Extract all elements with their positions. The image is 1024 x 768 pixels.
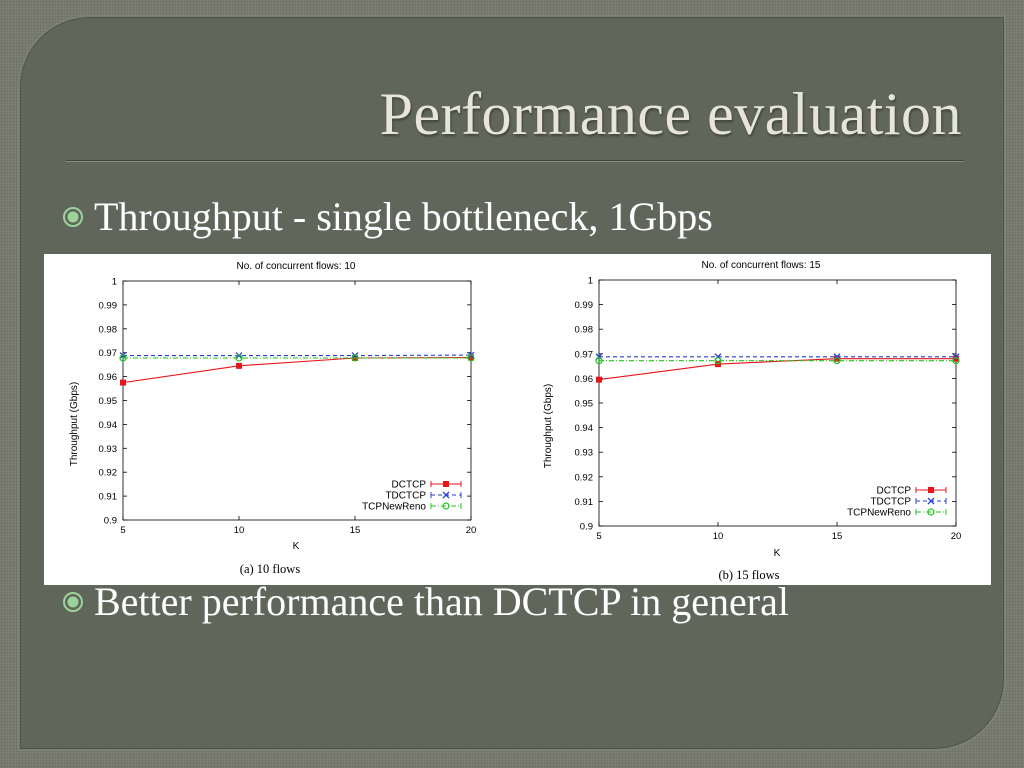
legend-label: TCPNewReno (847, 508, 911, 519)
x-tick-label: 10 (234, 525, 245, 536)
slide-title: Performance evaluation (379, 81, 962, 147)
legend-label: DCTCP (392, 480, 427, 491)
chart-title: No. of concurrent flows: 10 (237, 261, 356, 272)
data-point (834, 355, 840, 362)
data-point (120, 379, 126, 386)
y-tick-label: 0.99 (99, 300, 118, 311)
y-tick-label: 0.98 (575, 325, 594, 336)
x-tick-label: 15 (832, 531, 843, 542)
y-tick-label: 0.93 (99, 444, 118, 455)
y-tick-label: 0.91 (575, 497, 594, 508)
data-point (236, 362, 242, 369)
y-tick-label: 0.92 (575, 472, 594, 483)
chart-10-flows: No. of concurrent flows: 10 K Throughput… (69, 261, 476, 576)
data-point (595, 357, 603, 365)
y-axis-label: Throughput (Gbps) (69, 382, 80, 467)
y-tick-label: 1 (112, 277, 117, 288)
legend-label: TCPNewReno (362, 502, 426, 513)
x-tick-label: 5 (596, 531, 601, 542)
y-tick-label: 0.91 (99, 492, 118, 503)
series-line (122, 356, 472, 384)
chart-caption: (b) 15 flows (718, 568, 779, 582)
y-tick-label: 0.96 (99, 372, 118, 383)
y-tick-label: 0.95 (99, 396, 118, 407)
bullet-marker-icon (63, 207, 83, 227)
legend-label: TDCTCP (870, 497, 911, 508)
y-tick-label: 0.92 (99, 468, 118, 479)
x-tick-label: 10 (713, 531, 724, 542)
x-tick-label: 5 (120, 525, 125, 536)
title-divider (66, 160, 964, 162)
data-point (953, 355, 959, 362)
series-line (598, 358, 956, 381)
y-tick-label: 0.97 (99, 348, 118, 359)
data-point (119, 354, 127, 362)
legend-label: DCTCP (877, 486, 912, 497)
x-axis-label: K (293, 541, 300, 552)
bullet-item: Throughput - single bottleneck, 1Gbps (62, 193, 713, 241)
y-tick-label: 0.97 (575, 349, 594, 360)
chart-title: No. of concurrent flows: 15 (702, 260, 821, 271)
chart-15-flows: No. of concurrent flows: 15 K Throughput… (543, 260, 961, 582)
data-point (927, 508, 935, 516)
bullet-item: Better performance than DCTCP in general (62, 578, 789, 626)
bullet-text: Throughput - single bottleneck, 1Gbps (94, 194, 713, 239)
x-tick-label: 20 (466, 525, 477, 536)
data-point (928, 487, 934, 493)
data-point (442, 502, 450, 510)
data-point (443, 481, 449, 487)
throughput-charts: No. of concurrent flows: 10 K Throughput… (69, 260, 961, 582)
y-tick-label: 0.9 (580, 522, 593, 533)
y-tick-label: 0.94 (575, 423, 594, 434)
data-point (833, 357, 841, 365)
x-tick-label: 15 (350, 525, 361, 536)
y-tick-label: 0.9 (104, 516, 117, 527)
data-point (596, 376, 602, 383)
data-point (467, 354, 475, 362)
data-point (235, 354, 243, 362)
chart-caption: (a) 10 flows (240, 562, 301, 576)
bullet-text: Better performance than DCTCP in general (94, 579, 789, 624)
x-tick-label: 20 (951, 531, 962, 542)
x-axis-label: K (774, 548, 781, 559)
series-line (123, 354, 472, 357)
y-tick-label: 0.94 (99, 420, 118, 431)
bullet-marker-icon (63, 592, 83, 612)
y-tick-label: 0.99 (575, 300, 594, 311)
data-point (351, 354, 359, 362)
y-tick-label: 0.98 (99, 324, 118, 335)
data-point (442, 491, 450, 499)
y-axis-label: Throughput (Gbps) (543, 384, 554, 469)
figure-panel: No. of concurrent flows: 10 K Throughput… (44, 254, 991, 585)
data-point (714, 357, 722, 365)
y-tick-label: 0.95 (575, 399, 594, 410)
y-tick-label: 0.93 (575, 448, 594, 459)
y-tick-label: 1 (588, 276, 593, 287)
legend-label: TDCTCP (385, 491, 426, 502)
data-point (927, 497, 935, 505)
data-point (952, 357, 960, 365)
y-tick-label: 0.96 (575, 374, 594, 385)
